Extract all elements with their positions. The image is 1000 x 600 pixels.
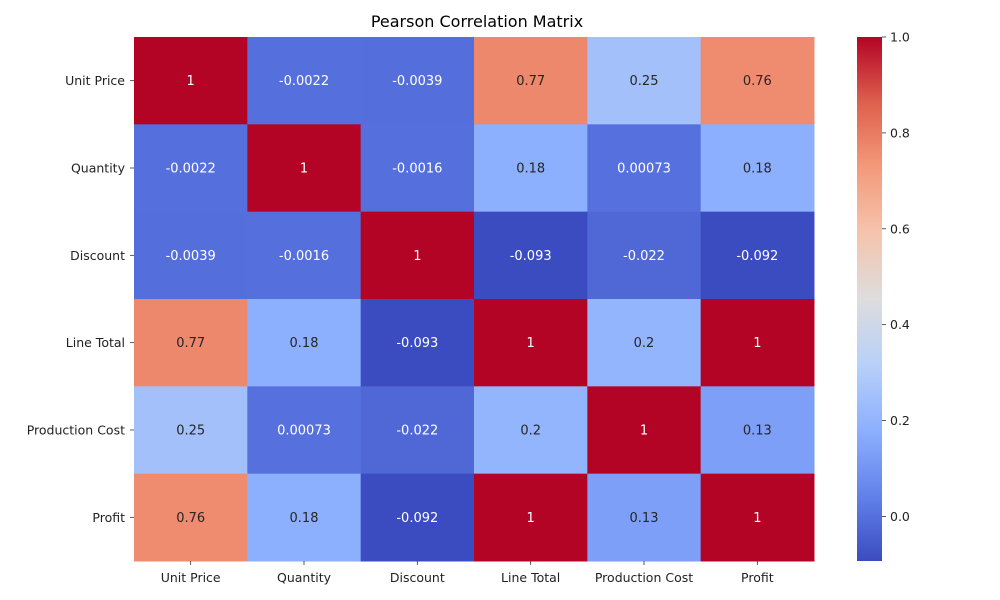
cell-value-label: -0.0022 — [279, 74, 329, 89]
heatmap-cell — [360, 124, 475, 213]
cell-value-label: -0.022 — [396, 424, 438, 439]
heatmap-cell — [247, 473, 362, 562]
cell-value-label: -0.0016 — [392, 162, 442, 177]
chart-title: Pearson Correlation Matrix — [371, 12, 583, 31]
cell-value-label: -0.0016 — [279, 249, 329, 264]
cell-value-label: 0.13 — [630, 511, 659, 526]
x-axis-ticks: Unit Price Quantity Discount Line Total Prod… — [161, 561, 774, 585]
colorbar-tick-label: 0.4 — [890, 317, 910, 332]
heatmap-cell — [360, 37, 475, 125]
cell-value-label: 0.2 — [520, 424, 541, 439]
y-tick-label: Profit — [92, 510, 125, 525]
heatmap-cell — [360, 386, 475, 475]
heatmap-cell — [474, 473, 588, 562]
cell-value-label: 0.18 — [290, 511, 319, 526]
cell-value-label: 0.2 — [634, 336, 655, 351]
heatmap-cell — [134, 37, 248, 125]
heatmap-cell — [474, 211, 588, 300]
cell-value-label: 1 — [640, 424, 648, 439]
y-axis-ticks: Unit Price Quantity Discount Line Total Prod… — [27, 73, 134, 525]
cell-value-label: 0.77 — [176, 336, 205, 351]
cell-value-label: 0.25 — [630, 74, 659, 89]
cell-value-label: -0.022 — [623, 249, 665, 264]
heatmap-cell — [700, 473, 815, 562]
colorbar-tick-label: 0.6 — [890, 221, 910, 236]
cell-value-label: 0.18 — [743, 162, 772, 177]
heatmap-cell — [247, 299, 362, 387]
heatmap-cell — [700, 299, 815, 387]
x-tick-label: Production Cost — [595, 570, 693, 585]
cell-value-label: 1 — [187, 74, 195, 89]
heatmap-cell — [587, 211, 702, 300]
heatmap-cell — [587, 473, 702, 562]
heatmap-cell — [134, 299, 248, 387]
cell-value-label: -0.092 — [396, 511, 438, 526]
heatmap-cell — [360, 211, 475, 300]
x-tick-label: Unit Price — [161, 570, 221, 585]
heatmap-cell — [134, 124, 248, 213]
cell-value-label: -0.0022 — [166, 162, 216, 177]
x-tick-label: Profit — [741, 570, 774, 585]
cell-value-label: 1 — [300, 162, 308, 177]
heatmap-cell — [474, 37, 588, 125]
colorbar-tick-label: 0.8 — [890, 125, 910, 140]
heatmap-cells — [134, 37, 815, 562]
cell-value-label: 0.00073 — [617, 162, 671, 177]
cell-value-label: 0.77 — [516, 74, 545, 89]
cell-value-label: -0.092 — [736, 249, 778, 264]
cell-value-label: 1 — [413, 249, 421, 264]
heatmap-cell — [700, 211, 815, 300]
y-tick-label: Unit Price — [65, 73, 125, 88]
cell-value-label: 0.76 — [176, 511, 205, 526]
heatmap-cell — [247, 124, 362, 213]
cell-value-label: 0.18 — [516, 162, 545, 177]
colorbar-tick-label: 0.0 — [890, 509, 910, 524]
colorbar: 0.0 0.2 0.4 0.6 0.8 1.0 — [857, 30, 910, 561]
cell-value-label: -0.093 — [510, 249, 552, 264]
cell-value-label: 0.00073 — [277, 424, 331, 439]
colorbar-tick-label: 0.2 — [890, 413, 910, 428]
y-tick-label: Discount — [70, 248, 125, 263]
heatmap-cell-labels: 1 -0.0022 -0.0039 0.77 0.25 0.76 -0.0022 1 -0.00… — [166, 74, 779, 526]
x-tick-label: Quantity — [277, 570, 332, 585]
cell-value-label: 1 — [527, 511, 535, 526]
cell-value-label: 1 — [753, 336, 761, 351]
cell-value-label: 1 — [753, 511, 761, 526]
cell-value-label: 0.18 — [290, 336, 319, 351]
x-tick-label: Discount — [390, 570, 445, 585]
heatmap-cell — [247, 386, 362, 475]
colorbar-tick-label: 1.0 — [890, 30, 910, 45]
heatmap-cell — [134, 211, 248, 300]
heatmap-cell — [134, 386, 248, 475]
heatmap-cell — [474, 299, 588, 387]
heatmap-cell — [247, 37, 362, 125]
heatmap-cell — [587, 386, 702, 475]
heatmap-cell — [587, 124, 702, 213]
heatmap-cell — [360, 473, 475, 562]
cell-value-label: 0.76 — [743, 74, 772, 89]
heatmap-cell — [700, 37, 815, 125]
heatmap-cell — [134, 473, 248, 562]
colorbar-gradient — [857, 37, 882, 561]
heatmap-cell — [587, 37, 702, 125]
heatmap-cell — [360, 299, 475, 387]
cell-value-label: 0.13 — [743, 424, 772, 439]
heatmap-cell — [474, 124, 588, 213]
colorbar-ticks: 0.0 0.2 0.4 0.6 0.8 1.0 — [882, 30, 910, 524]
cell-value-label: 1 — [527, 336, 535, 351]
y-tick-label: Quantity — [71, 161, 126, 176]
y-tick-label: Production Cost — [27, 423, 125, 438]
x-tick-label: Line Total — [501, 570, 560, 585]
cell-value-label: -0.093 — [396, 336, 438, 351]
heatmap-cell — [700, 386, 815, 475]
heatmap-cell — [700, 124, 815, 213]
heatmap-cell — [587, 299, 702, 387]
heatmap-cell — [247, 211, 362, 300]
heatmap-cell — [474, 386, 588, 475]
y-tick-label: Line Total — [66, 335, 125, 350]
cell-value-label: 0.25 — [176, 424, 205, 439]
cell-value-label: -0.0039 — [166, 249, 216, 264]
cell-value-label: -0.0039 — [392, 74, 442, 89]
